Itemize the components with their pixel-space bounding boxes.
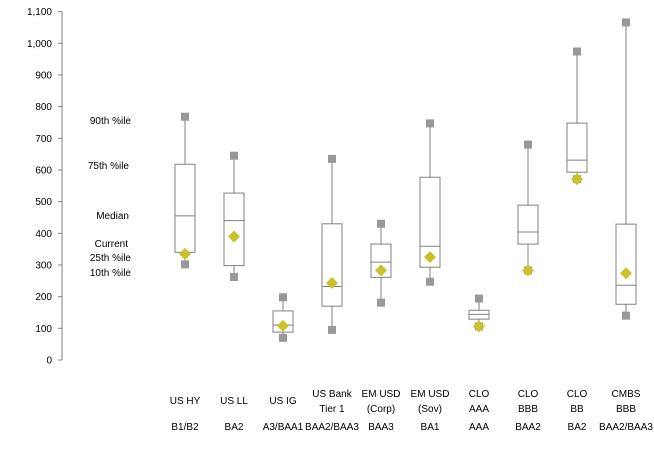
- box-us-ll: US LL BA2: [220, 151, 248, 433]
- y-tick-label: 900: [35, 70, 52, 81]
- legend-p25: 25th %ile: [90, 253, 132, 264]
- current-marker: [571, 173, 583, 186]
- y-tick-label: 600: [35, 165, 52, 176]
- category-label: (Sov): [418, 404, 442, 415]
- box-clo-bb: CLO BB BA2: [566, 47, 588, 433]
- legend-p90: 90th %ile: [90, 116, 132, 127]
- category-label: BB: [570, 404, 584, 415]
- box-cmbs-bbb: CMBS BBB BAA2/BAA3: [599, 18, 653, 433]
- y-tick-label: 700: [35, 134, 52, 145]
- iqr-box: [566, 122, 588, 173]
- p10-marker: [181, 260, 189, 269]
- y-tick-label: 800: [35, 102, 52, 113]
- iqr-box: [370, 243, 392, 278]
- category-label: AAA: [469, 404, 489, 415]
- current-marker: [473, 320, 485, 333]
- p90-marker: [279, 293, 287, 302]
- category-label: (Corp): [367, 404, 395, 415]
- y-tick-label: 300: [35, 260, 52, 271]
- rating-label: BA1: [421, 422, 440, 433]
- rating-label: A3/BAA1: [263, 422, 304, 433]
- rating-label: BAA2/BAA3: [305, 422, 359, 433]
- y-tick-label: 200: [35, 292, 52, 303]
- current-marker: [179, 247, 191, 260]
- p90-marker: [328, 154, 336, 163]
- current-marker: [424, 251, 436, 264]
- rating-label: BA2: [225, 422, 244, 433]
- y-axis: 0 100 200 300 400 500 600 700 800 900 1,000 1,100: [27, 7, 63, 367]
- category-label: US Bank: [312, 389, 352, 400]
- p90-marker: [524, 140, 532, 149]
- legend-current: Current: [95, 239, 129, 250]
- box-us-hy: US HY B1/B2: [170, 112, 201, 433]
- legend-median: Median: [96, 211, 129, 222]
- box-us-bank-tier-1: US Bank Tier 1 BAA2/BAA3: [305, 154, 359, 433]
- iqr-box: [321, 223, 343, 307]
- y-tick-label: 1,100: [27, 7, 52, 18]
- rating-label: AAA: [469, 422, 489, 433]
- box-clo-aaa: CLO AAA AAA: [468, 294, 490, 433]
- y-tick-label: 400: [35, 229, 52, 240]
- rating-label: BA2: [568, 422, 587, 433]
- p10-marker: [377, 298, 385, 307]
- y-tick-label: 500: [35, 197, 52, 208]
- box-em-usd-corp-: EM USD (Corp) BAA3: [362, 219, 401, 433]
- p90-marker: [377, 219, 385, 228]
- category-label: EM USD: [411, 389, 450, 400]
- rating-label: BAA3: [368, 422, 394, 433]
- rating-label: BAA2/BAA3: [599, 422, 653, 433]
- rating-label: B1/B2: [171, 422, 199, 433]
- iqr-box: [223, 192, 245, 267]
- iqr-box: [174, 163, 196, 253]
- current-marker: [277, 319, 289, 332]
- current-marker: [522, 264, 534, 277]
- current-marker: [326, 277, 338, 290]
- category-label: US HY: [170, 396, 201, 407]
- p10-marker: [230, 273, 238, 282]
- p90-marker: [475, 294, 483, 303]
- box-clo-bbb: CLO BBB BAA2: [515, 140, 541, 433]
- iqr-box: [517, 204, 539, 245]
- p10-marker: [622, 311, 630, 320]
- p10-marker: [426, 277, 434, 286]
- category-label: CLO: [567, 389, 588, 400]
- p90-marker: [181, 112, 189, 121]
- rating-label: BAA2: [515, 422, 541, 433]
- category-label: US LL: [220, 396, 248, 407]
- y-tick-label: 100: [35, 324, 52, 335]
- legend-p10: 10th %ile: [90, 268, 132, 279]
- p90-marker: [230, 151, 238, 160]
- category-label: CLO: [469, 389, 490, 400]
- category-label: Tier 1: [319, 404, 345, 415]
- category-label: CMBS: [612, 389, 641, 400]
- box-em-usd-sov-: EM USD (Sov) BA1: [411, 119, 450, 433]
- y-tick-label: 1,000: [27, 39, 52, 50]
- current-marker: [228, 230, 240, 243]
- p10-marker: [328, 325, 336, 334]
- category-label: US IG: [269, 396, 296, 407]
- box-us-ig: US IG A3/BAA1: [263, 293, 304, 433]
- y-tick-label: 0: [46, 356, 52, 367]
- legend-p75: 75th %ile: [88, 161, 130, 172]
- p90-marker: [426, 119, 434, 128]
- legend-labels: 90th %ile 75th %ile Median Current 25th …: [88, 116, 132, 279]
- current-marker: [620, 267, 632, 280]
- category-label: CLO: [518, 389, 539, 400]
- category-label: BBB: [616, 404, 636, 415]
- category-label: BBB: [518, 404, 538, 415]
- current-marker: [375, 264, 387, 277]
- category-label: EM USD: [362, 389, 401, 400]
- p10-marker: [279, 333, 287, 342]
- iqr-box: [419, 176, 441, 268]
- p90-marker: [573, 47, 581, 56]
- p90-marker: [622, 18, 630, 27]
- plot-area: US HY B1/B2 US LL BA2 US IG A3/BAA1 US Bank Tie…: [170, 18, 653, 433]
- iqr-box: [615, 223, 637, 305]
